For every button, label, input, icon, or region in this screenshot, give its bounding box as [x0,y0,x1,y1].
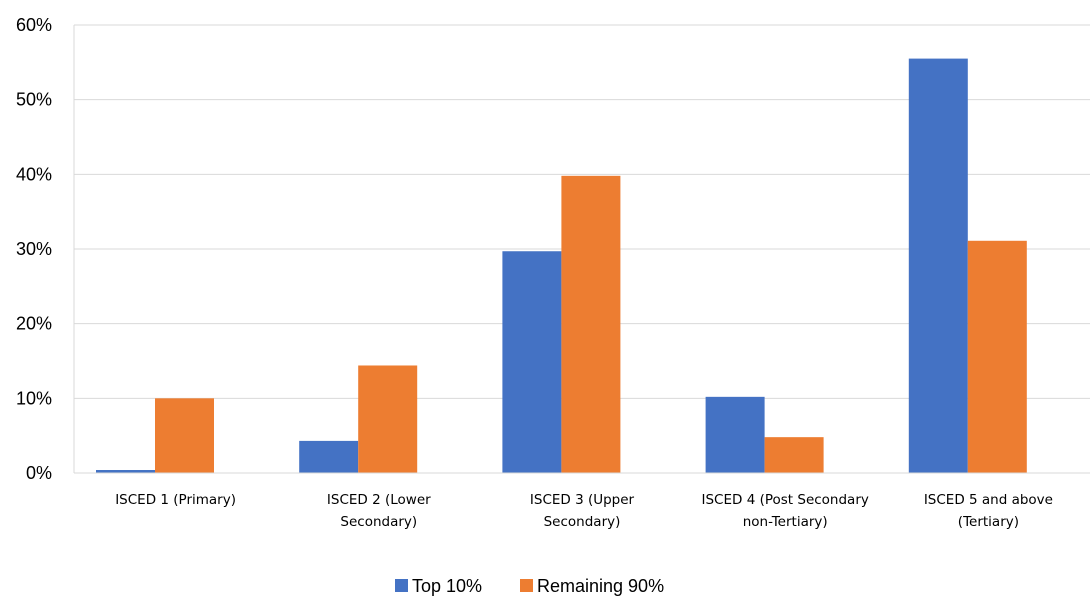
legend-label: Remaining 90% [537,576,664,596]
x-category-label: ISCED 5 and above (Tertiary) [924,492,1053,530]
y-tick-label: 40% [16,164,52,184]
bar-remaining-90-5 [967,240,1027,473]
y-tick-label: 10% [16,388,52,408]
bar-remaining-90-2 [358,365,418,473]
x-category-label-line: ISCED 5 and above [924,492,1053,508]
bar-top-10-1 [96,470,155,473]
x-axis-category-labels: ISCED 1 (Primary) ISCED 2 (Lower Secondary… [115,492,1053,530]
bars [96,58,1027,473]
legend-label: Top 10% [412,576,482,596]
y-tick-label: 60% [16,15,52,35]
y-tick-label: 0% [26,463,52,483]
bar-remaining-90-3 [561,175,621,473]
x-category-label-line: Secondary) [544,514,621,530]
x-category-label-line: ISCED 3 (Upper [530,492,635,508]
bar-remaining-90-4 [764,437,824,473]
y-tick-label: 20% [16,314,52,334]
x-category-label-line: (Tertiary) [958,514,1019,530]
x-category-label-line: ISCED 1 (Primary) [115,492,236,508]
bar-top-10-2 [299,440,359,473]
y-axis-tick-labels: 0% 10% 20% 30% 40% 50% 60% [16,15,52,483]
x-category-label-line: ISCED 4 (Post Secondary [702,492,869,508]
bar-remaining-90-1 [155,398,214,473]
y-tick-label: 50% [16,90,52,110]
x-category-label-line: non-Tertiary) [743,514,828,530]
x-category-label: ISCED 1 (Primary) [115,492,236,508]
x-category-label: ISCED 2 (Lower Secondary) [327,492,431,530]
bar-top-10-4 [705,396,765,473]
x-category-label: ISCED 4 (Post Secondary non-Tertiary) [702,492,869,530]
legend-swatch [520,579,533,592]
bar-top-10-3 [502,251,562,473]
x-category-label-line: ISCED 2 (Lower [327,492,431,508]
x-category-label: ISCED 3 (Upper Secondary) [530,492,635,530]
legend: Top 10% Remaining 90% [395,576,664,596]
x-category-label-line: Secondary) [340,514,417,530]
bar-top-10-5 [908,58,968,473]
y-tick-label: 30% [16,239,52,259]
legend-swatch [395,579,408,592]
